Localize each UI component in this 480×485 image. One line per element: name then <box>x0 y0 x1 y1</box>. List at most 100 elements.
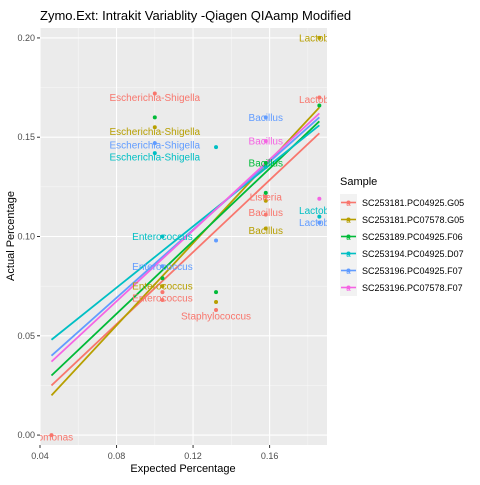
legend-item-label: SC253181.PC04925.G05 <box>362 198 464 208</box>
point-label: Bacillus <box>249 113 283 124</box>
data-point <box>49 433 54 438</box>
x-axis-title: Expected Percentage <box>130 463 235 475</box>
data-point <box>160 298 165 303</box>
data-point <box>263 139 268 144</box>
legend-key-point <box>346 285 351 290</box>
data-point <box>317 103 322 108</box>
point-label: Enterococcus <box>132 294 193 305</box>
point-label: Staphylococcus <box>181 311 251 322</box>
data-point <box>152 151 157 156</box>
legend-key-glyph: a <box>346 284 351 293</box>
x-tick-label: 0.16 <box>261 451 279 461</box>
legend-item-label: SC253189.PC04925.F06 <box>362 232 463 242</box>
x-tick-label: 0.08 <box>108 451 126 461</box>
legend-key-point <box>346 217 351 222</box>
legend-key-glyph: a <box>346 233 351 242</box>
point-label: Enterococcus <box>132 282 193 293</box>
point-label: Bacillus <box>249 159 283 170</box>
data-point <box>160 276 165 281</box>
y-tick-label: 0.00 <box>17 430 35 440</box>
chart-title: Zymo.Ext: Intrakit Variablity -Qiagen QI… <box>40 8 351 23</box>
fit-lines <box>50 106 321 396</box>
data-points <box>49 35 322 438</box>
legend-item: a SC253181.PC07578.G05 <box>340 211 464 228</box>
data-point <box>263 115 268 120</box>
legend-item: a SC253181.PC04925.G05 <box>340 194 464 211</box>
y-tick-label: 0.15 <box>17 132 35 142</box>
data-point <box>263 161 268 166</box>
y-tick-label: 0.20 <box>17 33 35 43</box>
data-point <box>160 234 165 239</box>
data-point <box>160 290 165 295</box>
fit-line <box>50 112 320 363</box>
fit-line <box>50 132 320 387</box>
point-label: Bacillus <box>249 226 283 237</box>
legend-items: a SC253181.PC04925.G05 a SC253181.PC07578.G… <box>340 194 464 296</box>
point-label: Lactobac <box>299 206 340 217</box>
legend-item: a SC253194.PC04925.D07 <box>340 245 464 262</box>
legend-item-label: SC253196.PC04925.F07 <box>362 266 463 276</box>
data-point <box>152 141 157 146</box>
data-point <box>160 284 165 289</box>
x-tick-label: 0.04 <box>31 451 49 461</box>
data-point <box>317 95 322 100</box>
legend-item-label: SC253196.PC07578.F07 <box>362 283 463 293</box>
data-point <box>263 198 268 203</box>
legend-key-glyph: a <box>346 267 351 276</box>
point-label: Enterococcus <box>132 262 193 273</box>
data-point <box>152 91 157 96</box>
legend-item: a SC253189.PC04925.F06 <box>340 228 463 245</box>
fit-line <box>50 120 320 377</box>
y-tick-label: 0.05 <box>17 331 35 341</box>
legend-key-glyph: a <box>346 199 351 208</box>
data-point <box>214 300 219 305</box>
legend-item: a SC253196.PC07578.F07 <box>340 279 463 296</box>
point-label: Escherichia-Shigella <box>109 93 200 104</box>
point-label: Lactobac <box>299 95 340 106</box>
data-point <box>263 190 268 195</box>
point-label: Escherichia-Shigella <box>109 141 200 152</box>
legend-key-point <box>346 251 351 256</box>
point-label: Listeria <box>250 192 283 203</box>
legend: Sample a SC253181.PC04925.G05 a SC253181.PC… <box>340 176 464 296</box>
point-label: Escherichia-Shigella <box>109 153 200 164</box>
fit-line <box>50 124 320 341</box>
data-point <box>263 212 268 217</box>
legend-key-glyph: a <box>346 216 351 225</box>
legend-item-label: SC253181.PC07578.G05 <box>362 215 464 225</box>
axes: 0.04 0.08 0.12 0.16 0.00 0.05 0.10 0.15 0.20 <box>17 33 278 461</box>
point-label: Lactobac <box>299 218 340 229</box>
legend-title: Sample <box>340 176 377 188</box>
data-point <box>317 196 322 201</box>
legend-key-glyph: a <box>346 250 351 259</box>
data-point <box>214 145 219 150</box>
x-tick-label: 0.12 <box>184 451 202 461</box>
data-point <box>214 238 219 243</box>
data-point <box>317 35 322 40</box>
data-point <box>152 125 157 130</box>
data-point <box>160 264 165 269</box>
point-label: Escherichia-Shigella <box>109 127 200 138</box>
data-point <box>152 115 157 120</box>
legend-item: a SC253196.PC04925.F07 <box>340 262 463 279</box>
data-point <box>263 165 268 169</box>
data-point <box>263 226 268 231</box>
data-point <box>317 214 322 219</box>
data-point <box>317 220 322 225</box>
grid <box>39 28 327 445</box>
data-point <box>214 307 219 312</box>
legend-key-point <box>346 268 351 273</box>
point-labels: Escherichia-Shigella Lactobac Listeria Baci… <box>30 33 340 444</box>
point-label: Lactobac <box>299 33 340 44</box>
y-tick-label: 0.10 <box>17 232 35 242</box>
legend-key-point <box>346 234 351 239</box>
data-point <box>214 290 219 295</box>
legend-key-point <box>346 200 351 205</box>
point-label: Enterococcus <box>132 232 193 243</box>
point-label: Bacillus <box>249 208 283 219</box>
point-label: Bacillus <box>249 137 283 148</box>
point-label: idomonas <box>30 433 73 444</box>
legend-item-label: SC253194.PC04925.D07 <box>362 249 464 259</box>
